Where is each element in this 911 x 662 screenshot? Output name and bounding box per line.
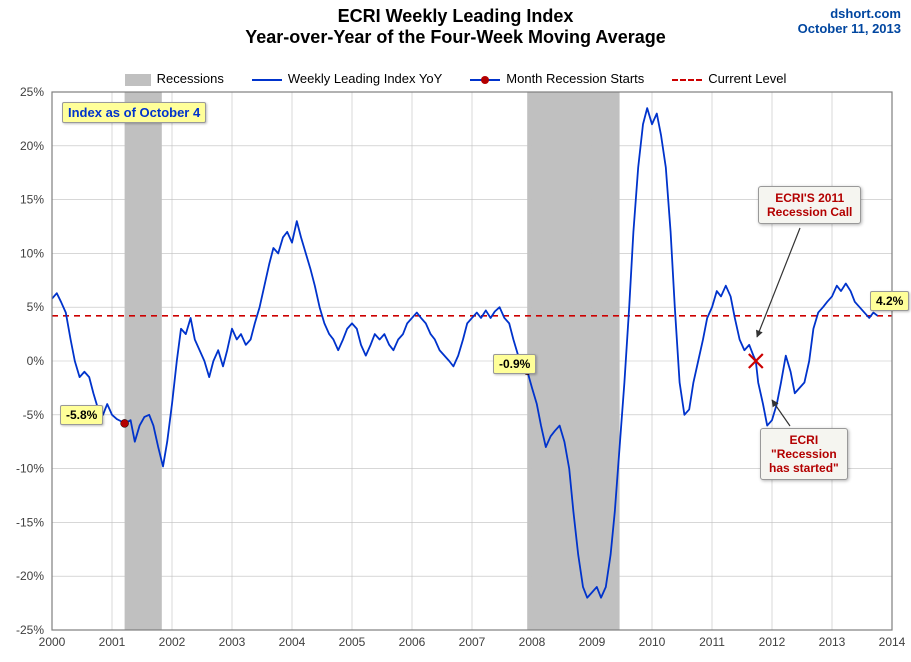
svg-text:2014: 2014	[879, 635, 906, 649]
svg-text:2003: 2003	[219, 635, 246, 649]
source-attribution: dshort.com October 11, 2013	[798, 6, 901, 36]
legend-item: Current Level	[672, 71, 786, 86]
svg-text:20%: 20%	[20, 139, 44, 153]
value-badge: Index as of October 4	[62, 102, 206, 123]
source-name: dshort.com	[798, 6, 901, 21]
svg-text:0%: 0%	[27, 354, 45, 368]
plot-area: -25%-20%-15%-10%-5%0%5%10%15%20%25%20002…	[52, 92, 892, 630]
svg-text:-20%: -20%	[16, 569, 44, 583]
callout: ECRI"Recessionhas started"	[760, 428, 848, 480]
source-date: October 11, 2013	[798, 21, 901, 36]
callout: ECRI'S 2011Recession Call	[758, 186, 861, 224]
svg-text:-5%: -5%	[23, 408, 45, 422]
legend-item: Month Recession Starts	[470, 71, 644, 86]
value-badge: 4.2%	[870, 291, 909, 311]
svg-text:2007: 2007	[459, 635, 486, 649]
value-badge: -5.8%	[60, 405, 103, 425]
chart-svg: -25%-20%-15%-10%-5%0%5%10%15%20%25%20002…	[52, 92, 892, 630]
title-line2: Year-over-Year of the Four-Week Moving A…	[0, 27, 911, 48]
svg-text:5%: 5%	[27, 300, 45, 314]
svg-text:25%: 25%	[20, 85, 44, 99]
svg-text:2011: 2011	[699, 635, 725, 649]
chart-title: ECRI Weekly Leading Index Year-over-Year…	[0, 6, 911, 48]
legend-item: Weekly Leading Index YoY	[252, 71, 442, 86]
svg-text:-15%: -15%	[16, 515, 44, 529]
svg-text:2009: 2009	[579, 635, 606, 649]
legend: Recessions Weekly Leading Index YoY Month …	[0, 70, 911, 88]
svg-text:2005: 2005	[339, 635, 366, 649]
svg-text:2008: 2008	[519, 635, 546, 649]
svg-text:2001: 2001	[99, 635, 126, 649]
title-line1: ECRI Weekly Leading Index	[0, 6, 911, 27]
legend-item: Recessions	[125, 71, 224, 86]
svg-text:-10%: -10%	[16, 462, 44, 476]
svg-text:2004: 2004	[279, 635, 306, 649]
svg-text:10%: 10%	[20, 246, 44, 260]
svg-text:2002: 2002	[159, 635, 186, 649]
svg-text:2013: 2013	[819, 635, 846, 649]
svg-text:2006: 2006	[399, 635, 426, 649]
value-badge: -0.9%	[493, 354, 536, 374]
svg-text:2000: 2000	[39, 635, 66, 649]
svg-text:2010: 2010	[639, 635, 666, 649]
svg-text:15%: 15%	[20, 193, 44, 207]
svg-text:2012: 2012	[759, 635, 786, 649]
chart-frame: { "title_line1": "ECRI Weekly Leading In…	[0, 0, 911, 662]
